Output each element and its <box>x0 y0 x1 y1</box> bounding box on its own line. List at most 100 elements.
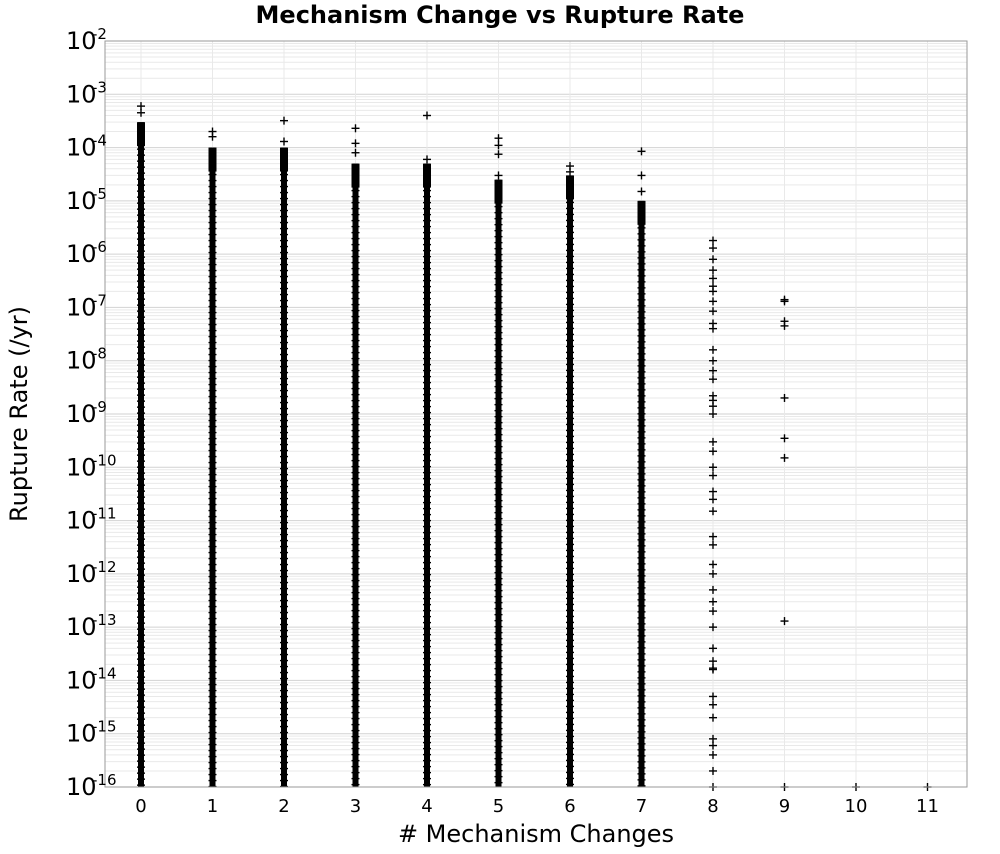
y-tick-exponent: -9 <box>92 398 107 416</box>
y-tick-label: 10-11 <box>66 505 117 535</box>
x-tick-label: 4 <box>421 796 432 817</box>
y-tick-base: 10 <box>66 293 97 321</box>
data-point <box>709 345 717 354</box>
y-tick-exponent: -8 <box>92 345 107 363</box>
y-tick-base: 10 <box>66 134 97 162</box>
x-tick-label: 5 <box>493 796 504 817</box>
data-point <box>709 463 717 472</box>
data-point <box>494 171 503 180</box>
y-tick-exponent: -12 <box>92 558 117 576</box>
data-point <box>709 447 717 456</box>
data-point <box>709 507 717 516</box>
y-tick-exponent: -14 <box>92 664 117 682</box>
data-point <box>709 692 717 701</box>
dense-point-cap-x0 <box>137 122 145 147</box>
data-point <box>423 155 431 164</box>
data-point <box>709 244 717 253</box>
data-point <box>709 741 717 750</box>
x-tick-label: 6 <box>564 796 575 817</box>
data-point <box>637 171 646 180</box>
data-point <box>709 287 717 296</box>
y-tick-labels: 10-1610-1510-1410-1310-1210-1110-1010-91… <box>66 25 117 801</box>
y-tick-exponent: -4 <box>92 132 107 150</box>
data-point <box>709 471 717 480</box>
y-tick-exponent: -11 <box>92 505 117 523</box>
y-tick-label: 10-9 <box>66 398 107 428</box>
data-point <box>709 356 717 365</box>
data-point <box>709 700 717 709</box>
data-point <box>494 134 503 143</box>
y-tick-label: 10-7 <box>66 291 107 321</box>
y-tick-base: 10 <box>66 453 97 481</box>
data-point <box>709 366 717 375</box>
y-tick-label: 10-6 <box>66 238 107 268</box>
y-tick-exponent: -5 <box>92 185 107 203</box>
data-point <box>780 321 789 330</box>
x-axis-label: # Mechanism Changes <box>398 820 674 848</box>
data-point <box>351 148 360 157</box>
data-point <box>709 569 717 578</box>
y-tick-label: 10-14 <box>66 664 117 694</box>
data-point <box>709 560 717 569</box>
data-point <box>566 167 574 176</box>
data-point <box>709 585 717 594</box>
data-point <box>709 713 717 722</box>
y-tick-label: 10-3 <box>66 78 107 108</box>
data-point <box>709 410 717 418</box>
data-point <box>351 124 360 133</box>
data-point <box>709 297 717 306</box>
data-point <box>709 266 717 275</box>
dense-point-column-x7 <box>638 200 645 787</box>
data-point <box>709 766 717 775</box>
y-tick-label: 10-13 <box>66 611 117 641</box>
data-point <box>637 147 646 156</box>
data-point <box>709 236 717 245</box>
y-tick-exponent: -16 <box>92 771 117 789</box>
plot-frame <box>104 40 968 788</box>
y-tick-base: 10 <box>66 240 97 268</box>
dense-point-cap-x4 <box>423 163 431 188</box>
y-tick-base: 10 <box>66 720 97 748</box>
y-tick-base: 10 <box>66 613 97 641</box>
y-tick-base: 10 <box>66 27 97 55</box>
x-tick-label: 2 <box>278 796 289 817</box>
y-tick-base: 10 <box>66 400 97 428</box>
data-point <box>709 375 717 384</box>
data-point <box>709 540 717 549</box>
dense-point-column-x1 <box>209 147 216 788</box>
data-point <box>709 665 717 674</box>
dense-point-cap-x2 <box>280 147 288 172</box>
data-point <box>709 607 717 616</box>
data-point <box>709 750 717 759</box>
x-tick-label: 8 <box>707 796 718 817</box>
dense-point-cap-x1 <box>208 147 217 172</box>
y-tick-label: 10-15 <box>66 718 117 748</box>
data-point <box>637 187 646 196</box>
data-point <box>780 393 789 402</box>
y-tick-base: 10 <box>66 347 97 375</box>
x-tick-label: 3 <box>350 796 361 817</box>
y-tick-label: 10-5 <box>66 185 107 215</box>
dense-point-cap-x6 <box>566 175 574 200</box>
dense-point-cap-x3 <box>351 163 360 188</box>
y-tick-exponent: -2 <box>92 25 107 43</box>
data-point <box>709 307 717 316</box>
data-point <box>780 617 789 626</box>
y-tick-base: 10 <box>66 773 97 801</box>
marker-layer <box>137 102 932 791</box>
data-point <box>494 141 503 150</box>
data-point <box>280 116 288 125</box>
data-point <box>709 623 717 632</box>
dense-point-column-x4 <box>424 163 430 787</box>
x-tick-label: 1 <box>207 796 218 817</box>
y-tick-exponent: -6 <box>92 238 107 256</box>
data-point <box>709 324 717 333</box>
y-tick-base: 10 <box>66 80 97 108</box>
y-axis-label: Rupture Rate (/yr) <box>5 306 33 522</box>
y-tick-exponent: -15 <box>92 718 117 736</box>
y-tick-label: 10-2 <box>66 25 107 55</box>
data-point <box>709 255 717 264</box>
data-point <box>494 150 503 159</box>
x-tick-label: 7 <box>636 796 647 817</box>
